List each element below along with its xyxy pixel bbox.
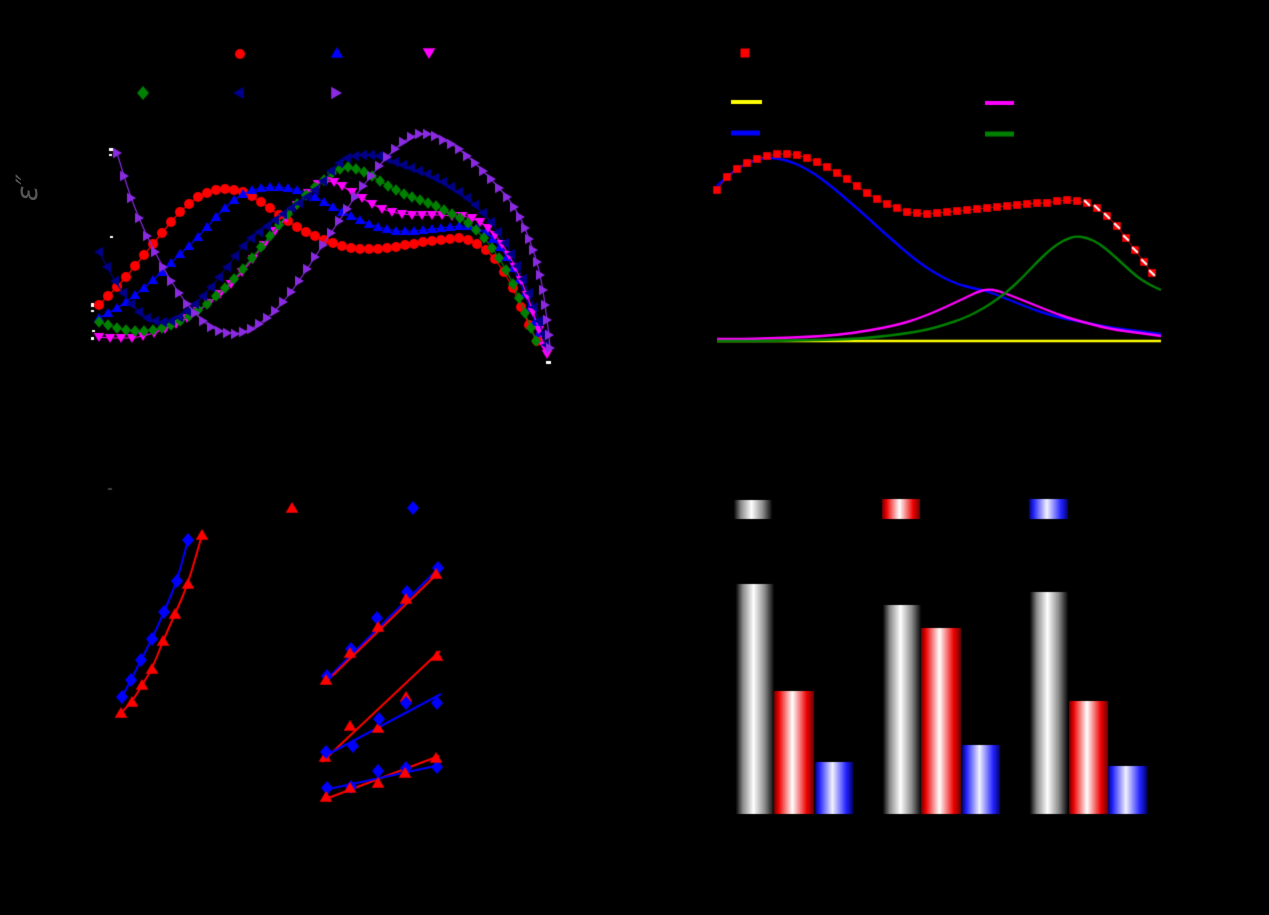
panel-a-ylabel: ε″ [10,172,44,202]
panel-c-relaxation-fits [60,440,620,870]
panel-d-bar-chart [680,440,1220,870]
panel-a-dielectric-spectra [60,15,620,425]
panel-b-fit-decomposition [650,15,1210,425]
